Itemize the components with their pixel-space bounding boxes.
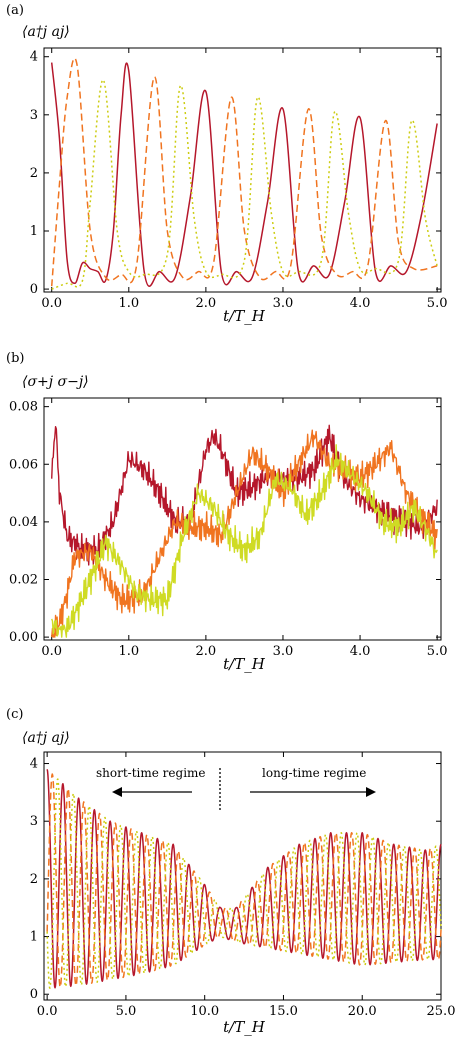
- panel-c-series: [46, 769, 442, 989]
- y-tick-label: 2: [30, 166, 38, 181]
- y-tick-label: 0.00: [9, 630, 38, 645]
- y-tick-label: 2: [30, 872, 38, 887]
- series-line-1: [51, 424, 438, 566]
- series-line-3: [51, 444, 438, 638]
- panel-b-ticks: 0.0 1.0 2.0 3.0 4.0 5.0 0.00 0.02 0.04 0.06 0.08: [9, 398, 447, 659]
- panel-c: (c) ⟨a†j aj⟩ t/T_H 0.0 5.0 10.0 15.0 20.0 25.…: [6, 707, 455, 1036]
- panel-b-series: [51, 424, 438, 638]
- x-tick-label: 0.0: [41, 296, 62, 311]
- x-tick-label: 2.0: [196, 296, 217, 311]
- panel-c-ticks: 0.0 5.0 10.0 15.0 20.0 25.0 0 1 2 3 4: [30, 752, 456, 1019]
- panel-a-label: (a): [6, 3, 24, 18]
- panel-a-series: [50, 57, 438, 290]
- y-tick-label: 0.06: [9, 457, 38, 472]
- x-tick-label: 5.0: [427, 296, 448, 311]
- long-time-regime-label: long-time regime: [262, 766, 366, 780]
- y-tick-label: 4: [30, 50, 38, 65]
- panel-a-ticks: 0.0 1.0 2.0 3.0 4.0 5.0 0 1 2 3 4: [30, 48, 448, 311]
- y-tick-label: 0.08: [9, 400, 38, 415]
- panel-b-ylabel: ⟨σ+j σ−j⟩: [22, 374, 89, 390]
- y-tick-label: 0.02: [9, 573, 38, 588]
- x-tick-label: 3.0: [273, 644, 294, 659]
- panel-b: (b) ⟨σ+j σ−j⟩ t/T_H 0.0 1.0 2.0 3.0 4.0 5.00.…: [6, 351, 447, 673]
- panel-c-ylabel: ⟨a†j aj⟩: [22, 730, 70, 746]
- y-tick-label: 1: [30, 224, 38, 239]
- panel-a-xlabel: t/T_H: [223, 307, 266, 325]
- x-tick-label: 4.0: [350, 644, 371, 659]
- y-tick-label: 3: [30, 108, 38, 123]
- series-line-3: [51, 79, 438, 290]
- x-tick-label: 1.0: [118, 644, 139, 659]
- y-tick-label: 3: [30, 814, 38, 829]
- x-tick-label: 5.0: [116, 1004, 137, 1019]
- short-time-arrowhead: [112, 787, 122, 797]
- y-tick-label: 4: [30, 757, 38, 772]
- panel-b-plot-area: [43, 397, 442, 641]
- y-tick-label: 0.04: [9, 515, 38, 530]
- panel-a-plot-area: [43, 47, 442, 293]
- series-line-2: [51, 429, 438, 638]
- x-tick-label: 10.0: [190, 1004, 219, 1019]
- x-tick-label: 1.0: [118, 296, 139, 311]
- panel-b-xlabel: t/T_H: [223, 655, 266, 673]
- series-line-1: [50, 62, 438, 288]
- short-time-regime-label: short-time regime: [96, 766, 206, 780]
- x-tick-label: 25.0: [427, 1004, 456, 1019]
- panel-a: (a) ⟨a†j aj⟩ t/T_H 0.0 1.0 2.0 3.0 4.0 5.0 0 1 2…: [6, 3, 447, 325]
- x-tick-label: 0.0: [37, 1004, 58, 1019]
- x-tick-label: 2.0: [196, 644, 217, 659]
- panel-c-xlabel: t/T_H: [223, 1018, 266, 1036]
- x-tick-label: 15.0: [269, 1004, 298, 1019]
- x-tick-label: 3.0: [273, 296, 294, 311]
- x-tick-label: 20.0: [348, 1004, 377, 1019]
- y-tick-label: 0: [30, 987, 38, 1002]
- panel-c-plot-area: [43, 751, 442, 1001]
- panel-c-label: (c): [6, 707, 23, 722]
- x-tick-label: 0.0: [41, 644, 62, 659]
- series-line-3: [46, 778, 442, 989]
- long-time-arrowhead: [366, 787, 376, 797]
- y-tick-label: 0: [30, 282, 38, 297]
- x-tick-label: 5.0: [427, 644, 448, 659]
- y-tick-label: 1: [30, 930, 38, 945]
- x-tick-label: 4.0: [350, 296, 371, 311]
- panel-b-label: (b): [6, 351, 24, 366]
- series-line-2: [50, 57, 438, 287]
- series-line-2: [46, 773, 442, 988]
- panel-a-ylabel: ⟨a†j aj⟩: [22, 24, 70, 40]
